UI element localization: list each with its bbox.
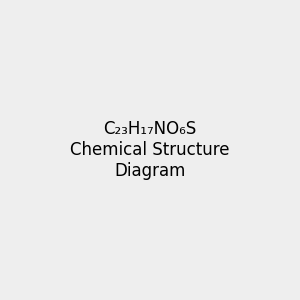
Text: C₂₃H₁₇NO₆S
Chemical Structure
Diagram: C₂₃H₁₇NO₆S Chemical Structure Diagram <box>70 120 230 180</box>
